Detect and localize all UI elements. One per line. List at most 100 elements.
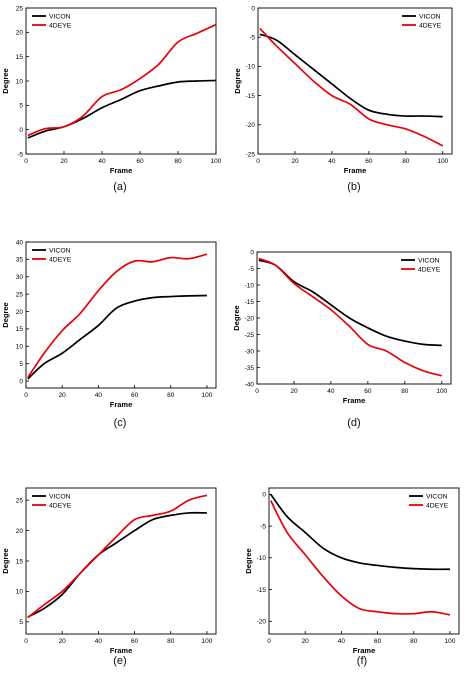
panel-caption: (d) [347,417,360,429]
x-tick-label: 100 [211,158,222,165]
y-tick-label: -5 [249,35,255,42]
plot-frame [25,487,217,635]
x-tick-label: 60 [131,392,139,399]
x-tick-label: 100 [436,388,447,395]
y-tick-label: 0 [262,492,266,499]
x-tick-label: 80 [402,158,410,165]
plot-frame [268,487,460,635]
y-axis-title: Degree [244,548,253,573]
y-tick-label: -15 [257,587,267,594]
plot-frame [25,241,217,389]
series-line-4deye [270,500,451,616]
y-axis-title: Degree [1,302,10,327]
panel-caption: (c) [114,417,127,429]
x-tick-label: 40 [95,638,103,645]
y-tick-label: -10 [246,64,256,71]
y-tick-label: 35 [16,257,24,264]
chart-panel-d: 0 20 40 60 80 100 0 -5 -10 -15 -20 -25 -30 -35 -40 Fram… [232,249,452,429]
x-tick-label: 20 [59,392,67,399]
series-line-vicon [270,493,450,571]
x-tick-label: 60 [364,388,372,395]
y-tick-label: 10 [16,589,24,596]
y-tick-label: 5 [19,361,23,368]
x-tick-label: 60 [365,158,373,165]
x-tick-label: 80 [410,638,418,645]
x-tick-label: 100 [437,158,448,165]
x-tick-label: 100 [202,638,213,645]
panel-caption: (f) [357,655,367,667]
legend-label: 4DEYE [49,256,72,263]
x-tick-label: 40 [98,158,106,165]
series-line-vicon [27,294,207,380]
y-tick-label: -15 [246,93,256,100]
y-tick-label: -5 [17,151,23,158]
x-tick-label: 80 [174,158,182,165]
y-tick-label: 0 [250,249,254,256]
y-tick-label: 10 [16,78,24,85]
x-tick-label: 100 [202,392,213,399]
y-tick-label: 25 [16,291,24,298]
y-tick-label: 5 [19,619,23,626]
legend-label: 4DEYE [418,266,441,273]
panel-caption: (a) [113,181,126,193]
y-tick-label: 10 [16,344,24,351]
panel-caption: (e) [113,655,126,667]
x-axis-title: Frame [110,166,133,175]
y-tick-label: -20 [245,315,255,322]
y-tick-label: -25 [245,332,255,339]
y-tick-label: -20 [246,122,256,129]
series-line-4deye [27,23,217,137]
series-line-4deye [258,257,442,377]
y-tick-label: 0 [19,378,23,385]
y-axis-title: Degree [1,68,10,93]
x-tick-label: 0 [267,638,271,645]
y-tick-label: 30 [16,274,24,281]
series-line-vicon [27,511,207,618]
x-tick-label: 20 [302,638,310,645]
x-tick-label: 0 [24,638,28,645]
y-axis-title: Degree [232,305,241,330]
chart-panel-b: 0 20 40 60 80 100 0 -5 -10 -15 -20 -25 Frame Degree VI… [233,5,453,193]
y-tick-label: 15 [16,326,24,333]
y-tick-label: 40 [16,239,24,246]
y-tick-label: -40 [245,381,255,388]
panel-caption: (b) [347,181,360,193]
chart-panel-c: 0 20 40 60 80 100 0 5 10 15 20 25 30 35 40 Frame Degree V… [1,239,217,429]
chart-panel-a: 0 20 40 60 80 100-50510152025FrameDegreeVICON… [1,5,222,193]
series-line-4deye [259,27,444,147]
legend-label: VICON [49,493,71,500]
legend-label: 4DEYE [49,502,72,509]
x-axis-title: Frame [353,646,376,655]
x-tick-label: 40 [338,638,346,645]
y-tick-label: 15 [16,54,24,61]
y-axis-title: Degree [1,548,10,573]
x-tick-label: 20 [291,158,299,165]
y-tick-label: 20 [16,528,24,535]
x-axis-title: Frame [344,166,367,175]
y-tick-label: 0 [19,127,23,134]
y-tick-label: 20 [16,30,24,37]
legend-label: 4DEYE [426,502,449,509]
y-tick-label: 15 [16,558,24,565]
series-line-4deye [27,253,208,379]
y-tick-label: 25 [16,5,24,12]
x-axis-title: Frame [110,646,133,655]
x-tick-label: 20 [290,388,298,395]
y-tick-label: -5 [248,266,254,273]
y-tick-label: -30 [245,348,255,355]
y-tick-label: 25 [16,497,24,504]
y-tick-label: 20 [16,309,24,316]
legend-label: VICON [49,13,71,20]
y-tick-label: 0 [251,5,255,12]
y-axis-title: Degree [233,68,242,93]
x-tick-label: 80 [401,388,409,395]
y-tick-label: -10 [245,282,255,289]
x-tick-label: 0 [255,388,259,395]
legend-label: VICON [419,13,441,20]
x-axis-title: Frame [343,396,366,405]
x-tick-label: 0 [24,392,28,399]
y-tick-label: 5 [19,103,23,110]
x-tick-label: 80 [167,638,175,645]
chart-panel-e: 0 20 40 60 80 100 5 10 15 20 25 Frame Degree VICON 4DE… [1,487,217,667]
x-tick-label: 0 [256,158,260,165]
